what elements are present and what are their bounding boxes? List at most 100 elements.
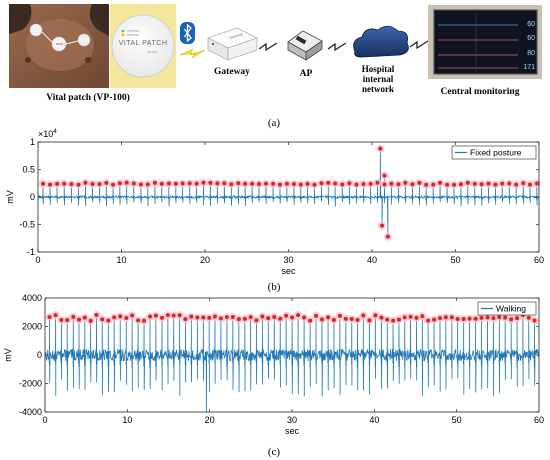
access-point-icon [287,30,323,61]
monitor-value-2: 60 [527,35,535,42]
r-peak-marker [177,313,182,318]
x-tick-label: 30 [287,415,297,425]
wireless-bolt-icon [179,48,206,59]
r-peak-marker [71,314,76,319]
r-peak-marker [380,223,385,228]
x-tick-label: 0 [35,255,40,265]
ap-label: AP [300,69,313,79]
r-peak-marker [408,314,413,319]
r-peak-marker [277,182,282,187]
r-peak-marker [250,181,255,186]
r-peak-marker [124,315,129,320]
r-peak-marker [347,181,352,186]
gateway-icon: Gateway [207,27,258,61]
x-tick-label: 20 [200,255,210,265]
r-peak-marker [290,315,295,320]
r-peak-marker [493,182,498,187]
r-peak-marker [521,181,526,186]
caption-c: (c) [268,446,281,458]
r-peak-marker [104,180,109,185]
y-tick-label: 0.5 [22,165,35,175]
r-peak-marker [183,317,188,322]
r-peak-marker [337,313,342,318]
r-peak-marker [171,313,176,318]
r-peak-marker [97,182,102,187]
y-tick-label: 2000 [22,322,42,332]
x-tick-label: 40 [367,255,377,265]
r-peak-marker [130,313,135,318]
r-peak-marker [414,315,419,320]
r-peak-marker [497,315,502,320]
r-peak-marker [503,315,508,320]
r-peak-marker [355,318,360,323]
link-bolt-icon [258,42,278,52]
r-peak-marker [452,182,457,187]
r-peak-marker [291,182,296,187]
r-peak-marker [100,317,105,322]
gateway-label: Gateway [214,67,250,77]
r-peak-marker [138,182,143,187]
x-tick-label: 40 [369,415,379,425]
r-peak-marker [271,181,276,186]
r-peak-marker [465,180,470,185]
r-peak-marker [438,180,443,185]
r-peak-marker [343,316,348,321]
r-peak-marker [308,318,313,323]
r-peak-marker [312,182,317,187]
y-axis-label: mV [3,348,13,362]
r-peak-marker [136,318,141,323]
r-peak-marker [319,181,324,186]
r-peak-marker [243,181,248,186]
monitor-value-4: 171 [523,64,535,71]
x-tick-label: 50 [450,255,460,265]
r-peak-marker [302,315,307,320]
ecg-trace-line [44,314,539,413]
r-peak-marker [142,318,147,323]
r-peak-marker [382,182,387,187]
vital-patch-image: VITAL PATCH VP-100 [110,4,176,88]
r-peak-marker [159,181,164,186]
r-peak-marker [55,181,60,186]
r-peak-marker [212,314,217,319]
r-peak-marker [256,182,261,187]
r-peak-marker [298,182,303,187]
y-tick-label: 0 [30,192,35,202]
r-peak-marker [229,182,234,187]
r-peak-marker [148,314,153,319]
y-tick-label: 4000 [22,293,42,303]
r-peak-marker [479,315,484,320]
r-peak-marker [106,318,111,323]
y-tick-label: -1 [27,247,35,257]
r-peak-marker [515,316,520,321]
r-peak-marker [112,315,117,320]
r-peak-marker [500,181,505,186]
r-peak-marker [375,180,380,185]
r-peak-marker [222,181,227,186]
patch-brand-text: VITAL PATCH [119,38,168,47]
x-tick-label: 60 [534,415,544,425]
r-peak-marker [236,317,241,322]
x-axis-ticks: 0 10 20 30 40 50 60 [42,298,544,425]
r-peak-marker [266,316,271,321]
device-label: Vital patch (VP-100) [46,92,130,103]
r-peak-marker [461,316,466,321]
r-peak-marker [180,181,185,186]
r-peak-marker [426,318,431,323]
r-peak-marker [166,181,171,186]
y-axis-label: mV [5,190,15,204]
y-axis-multiplier: ×104 [38,128,57,139]
r-peak-marker [486,181,491,186]
legend: Fixed posture [451,145,537,160]
y-tick-label: -4000 [19,407,42,417]
y-tick-label: 0 [37,350,42,360]
x-tick-label: 20 [205,415,215,425]
bluetooth-icon [180,22,195,44]
r-peak-marker [296,313,301,318]
legend: Walking [477,301,537,316]
x-tick-label: 30 [283,255,293,265]
r-peak-marker [424,182,429,187]
r-peak-marker [472,181,477,186]
r-peak-marker [385,234,390,239]
monitor-value-3: 80 [527,50,535,57]
